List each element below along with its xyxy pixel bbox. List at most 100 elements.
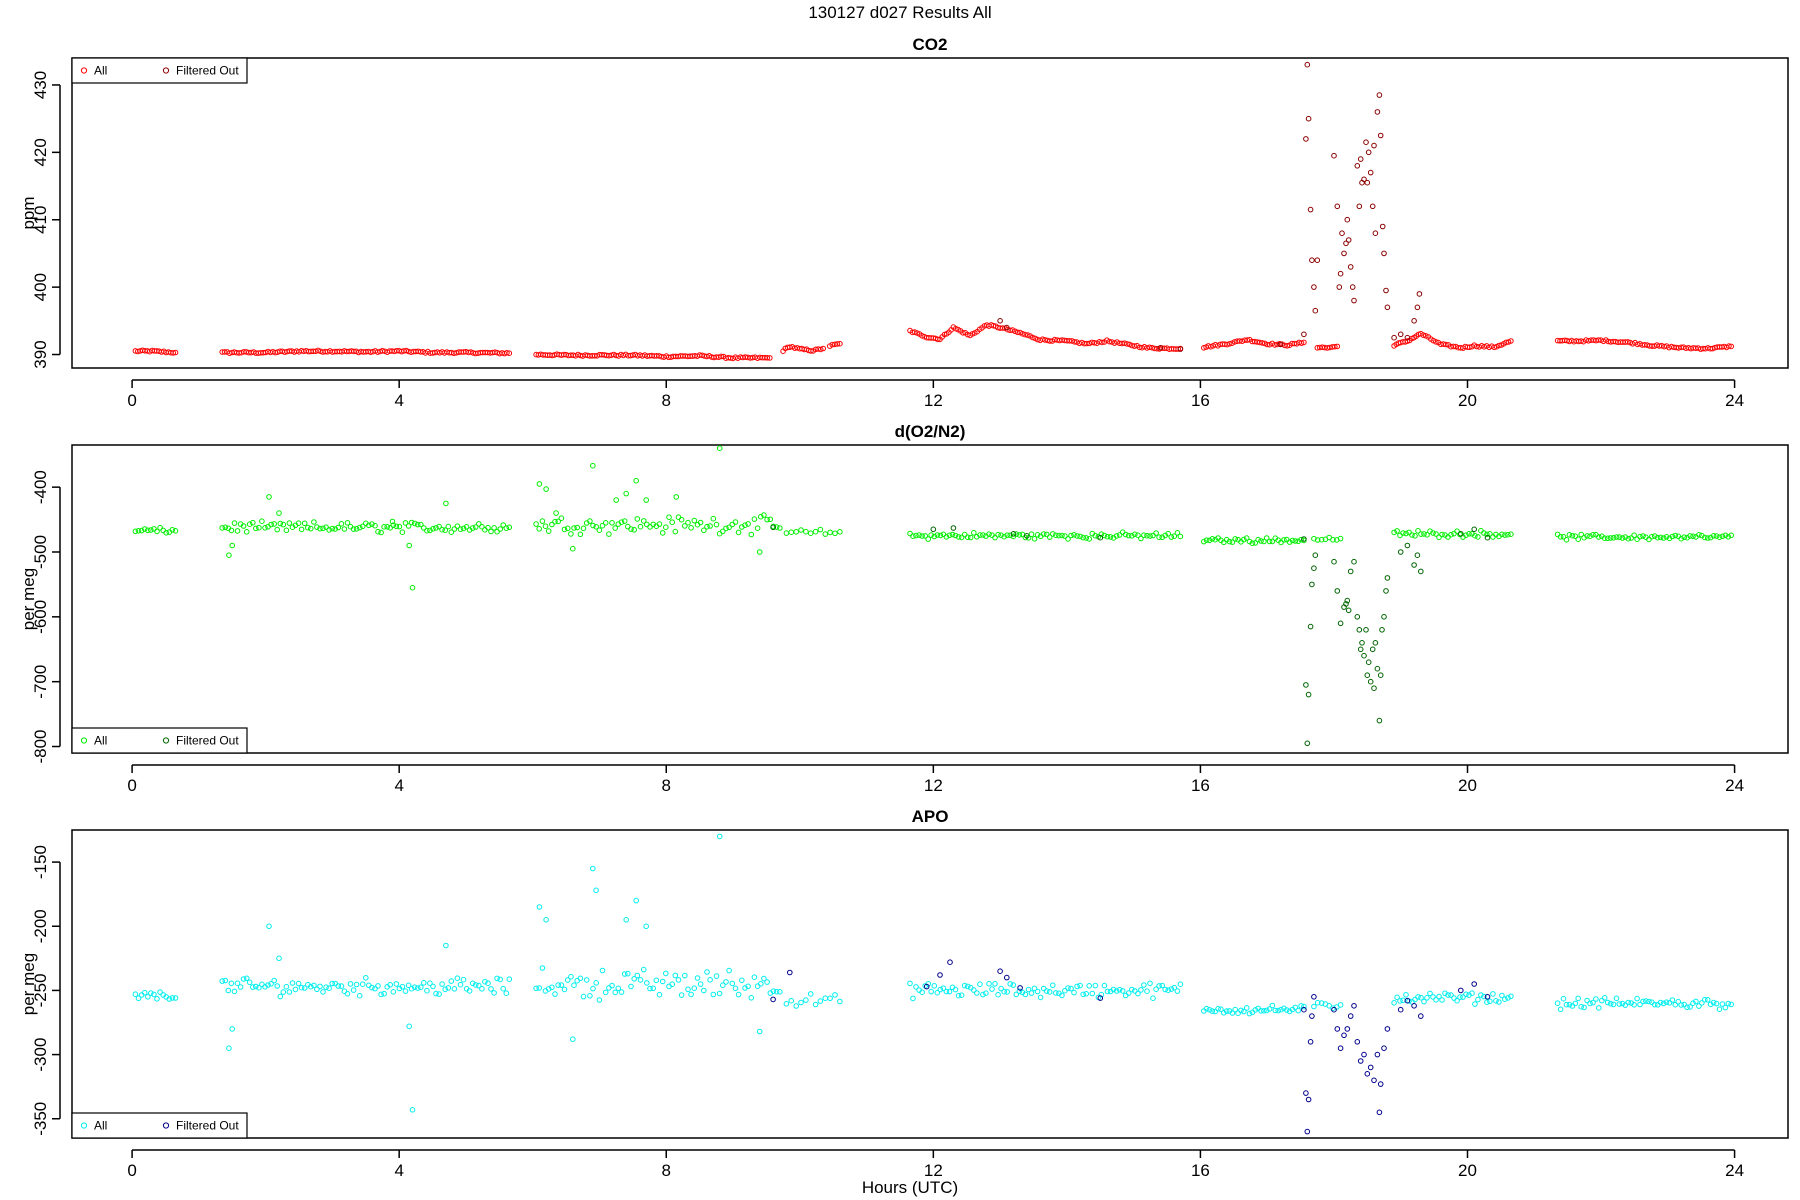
data-point-all xyxy=(1040,531,1047,537)
data-point-all xyxy=(1572,1000,1579,1007)
data-point-all xyxy=(710,991,717,998)
data-point-filtered xyxy=(1376,717,1383,724)
data-point-filtered xyxy=(1458,987,1464,994)
data-point-all xyxy=(1116,986,1123,993)
data-point-all xyxy=(1681,534,1687,541)
data-point-all xyxy=(952,986,959,993)
data-point-all xyxy=(542,523,549,530)
data-point-all xyxy=(1575,995,1581,1002)
data-point-all xyxy=(1610,535,1617,541)
data-point-all xyxy=(135,528,142,534)
data-point-all xyxy=(442,527,449,534)
data-point-filtered xyxy=(1354,163,1361,169)
data-point-all xyxy=(767,355,773,361)
data-point-all xyxy=(599,522,606,529)
data-point-filtered xyxy=(1369,203,1376,210)
data-point-all xyxy=(701,987,707,994)
data-point-all xyxy=(378,529,384,536)
data-point-all xyxy=(1491,344,1497,351)
data-point-all xyxy=(1165,530,1171,537)
data-point-all xyxy=(132,528,139,535)
data-point-filtered xyxy=(1377,132,1384,139)
data-point-all xyxy=(347,981,354,987)
data-point-all xyxy=(1019,331,1026,337)
data-point-filtered xyxy=(1277,341,1284,348)
data-point-all xyxy=(1083,991,1089,997)
data-point-all xyxy=(1069,338,1075,344)
x-tick-label: 0 xyxy=(127,1161,136,1180)
data-point-all xyxy=(1071,989,1077,996)
data-point-all xyxy=(1298,340,1305,346)
data-point-all xyxy=(1466,531,1472,537)
data-point-all xyxy=(555,518,562,525)
plot-area xyxy=(132,833,1734,1135)
data-point-all xyxy=(659,530,666,536)
data-point-all xyxy=(922,533,929,539)
data-point-all xyxy=(543,917,549,923)
data-point-filtered xyxy=(1404,542,1411,549)
data-point-all xyxy=(1557,534,1564,540)
data-point-all xyxy=(277,993,284,1000)
data-point-all xyxy=(266,494,272,500)
y-tick-label: -350 xyxy=(31,1102,50,1136)
data-point-all xyxy=(372,985,378,992)
x-tick-label: 12 xyxy=(924,1161,943,1180)
data-point-all xyxy=(1098,991,1105,998)
data-point-all xyxy=(907,530,913,537)
data-point-all xyxy=(1657,534,1664,541)
data-point-all xyxy=(583,977,590,983)
data-point-all xyxy=(268,981,274,987)
data-point-all xyxy=(980,532,986,538)
data-point-all xyxy=(448,978,455,984)
data-point-all xyxy=(1201,345,1207,351)
legend-label-filtered: Filtered Out xyxy=(176,734,239,748)
data-point-all xyxy=(1022,331,1028,338)
data-point-all xyxy=(430,983,436,990)
data-point-all xyxy=(1046,989,1053,995)
data-point-all xyxy=(1261,1008,1267,1014)
data-point-all xyxy=(1212,1008,1218,1015)
y-tick-label: -400 xyxy=(31,470,50,504)
data-point-all xyxy=(1672,1001,1679,1008)
data-point-all xyxy=(454,975,461,982)
data-point-all xyxy=(628,983,634,990)
data-point-all xyxy=(1660,1000,1667,1007)
data-point-all xyxy=(375,528,381,535)
data-point-all xyxy=(1013,531,1020,537)
data-point-all xyxy=(1266,538,1273,545)
data-point-all xyxy=(672,972,679,979)
data-point-all xyxy=(793,1003,800,1009)
data-point-all xyxy=(1490,991,1496,997)
data-point-all xyxy=(1490,534,1496,540)
data-point-all xyxy=(732,519,739,525)
data-point-all xyxy=(761,975,767,982)
data-point-all xyxy=(151,991,157,998)
data-point-all xyxy=(1693,998,1699,1005)
legend: All Filtered Out xyxy=(71,1112,248,1139)
data-point-all xyxy=(1034,988,1041,995)
data-point-all xyxy=(1669,533,1676,540)
data-point-all xyxy=(1725,534,1732,540)
x-tick-label: 20 xyxy=(1458,391,1477,410)
data-point-all xyxy=(497,976,504,983)
data-point-all xyxy=(1421,531,1427,537)
data-point-all xyxy=(773,988,780,995)
data-point-all xyxy=(536,985,543,991)
data-point-all xyxy=(1430,994,1436,1000)
data-point-all xyxy=(298,526,305,533)
data-point-all xyxy=(1637,1001,1643,1008)
data-point-filtered xyxy=(1307,206,1314,213)
data-point-all xyxy=(663,970,669,977)
data-point-all xyxy=(1098,531,1105,538)
data-point-all xyxy=(574,524,581,531)
data-point-all xyxy=(913,984,919,990)
data-point-filtered xyxy=(1309,581,1315,588)
data-point-all xyxy=(1469,990,1475,997)
data-point-all xyxy=(1496,342,1502,349)
data-point-all xyxy=(621,971,628,977)
panel-3: APO 0 4 8 12 16 20 24 -150 -200 -250 -300 -350 per me… xyxy=(19,807,1789,1180)
data-point-all xyxy=(356,992,363,999)
data-point-filtered xyxy=(1361,1051,1367,1058)
data-point-all xyxy=(640,966,647,973)
data-point-all xyxy=(402,520,409,526)
